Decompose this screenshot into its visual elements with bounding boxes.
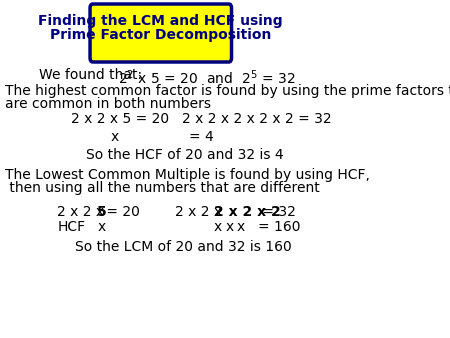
Text: x: x <box>225 220 234 234</box>
Text: then using all the numbers that are different: then using all the numbers that are diff… <box>5 181 320 195</box>
Text: We found that:: We found that: <box>39 68 143 82</box>
Text: x: x <box>97 220 105 234</box>
Text: 2 x 2 x: 2 x 2 x <box>57 205 108 219</box>
Text: = 32: = 32 <box>258 205 296 219</box>
Text: 2 x 2 x 5 = 20: 2 x 2 x 5 = 20 <box>72 112 170 126</box>
Text: The Lowest Common Multiple is found by using HCF,: The Lowest Common Multiple is found by u… <box>5 168 370 182</box>
Text: = 20: = 20 <box>102 205 140 219</box>
Text: Prime Factor Decomposition: Prime Factor Decomposition <box>50 28 271 42</box>
Text: $2^2$ x 5 = 20  and  $2^5$ = 32: $2^2$ x 5 = 20 and $2^5$ = 32 <box>118 68 295 87</box>
Text: 5: 5 <box>97 205 107 219</box>
Text: The highest common factor is found by using the prime factors that: The highest common factor is found by us… <box>5 84 450 98</box>
Text: x: x <box>214 220 222 234</box>
Text: So the HCF of 20 and 32 is 4: So the HCF of 20 and 32 is 4 <box>86 148 284 162</box>
Text: 2 x 2 x 2 x 2 x 2 = 32: 2 x 2 x 2 x 2 x 2 = 32 <box>182 112 332 126</box>
Text: x: x <box>237 220 245 234</box>
Text: HCF: HCF <box>57 220 86 234</box>
Text: Finding the LCM and HCF using: Finding the LCM and HCF using <box>39 14 283 28</box>
Text: 2 x 2 x 2: 2 x 2 x 2 <box>214 205 280 219</box>
Text: x: x <box>111 130 119 144</box>
Text: So the LCM of 20 and 32 is 160: So the LCM of 20 and 32 is 160 <box>75 240 292 254</box>
Text: = 4: = 4 <box>189 130 214 144</box>
Text: 2 x 2 x: 2 x 2 x <box>175 205 227 219</box>
Text: = 160: = 160 <box>258 220 301 234</box>
Text: are common in both numbers: are common in both numbers <box>5 97 211 111</box>
FancyBboxPatch shape <box>90 4 232 62</box>
